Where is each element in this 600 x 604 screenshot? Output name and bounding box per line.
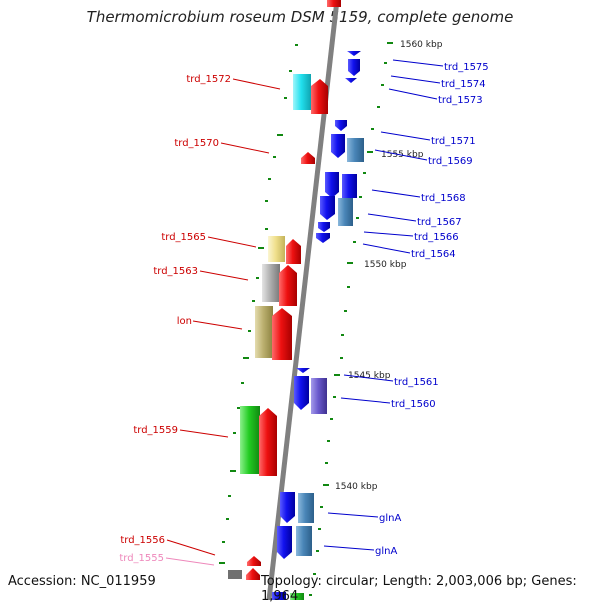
gene-label-trd-1572: trd_1572 [186,74,231,85]
gene-label-trd-1563: trd_1563 [153,266,198,277]
gene-label-glna-2: glnA [375,546,397,557]
gene-label-lon: lon [177,316,192,327]
scale-label-1550: 1550 kbp [364,260,407,270]
right-leader-lines [323,59,444,551]
diagram-title: Thermomicrobium roseum DSM 5159, complet… [86,8,514,26]
scale-label-1540: 1540 kbp [335,482,378,492]
gene-label-trd-1568: trd_1568 [421,193,466,204]
left-scale-ticks [219,44,298,564]
gene-label-trd-1560: trd_1560 [391,399,436,410]
gene-label-trd-1559: trd_1559 [133,425,178,436]
accession-label: Accession: NC_011959 [8,574,156,589]
gene-label-trd-1565: trd_1565 [161,232,206,243]
plus-strand-genes [272,51,364,600]
faded-leader-line [165,557,215,566]
minus-strand-genes [228,0,341,580]
gene-label-trd-1573: trd_1573 [438,95,483,106]
right-scale-ticks [309,42,393,596]
gene-label-trd-1569: trd_1569 [428,156,473,167]
gene-label-trd-1556: trd_1556 [120,535,165,546]
gene-label-trd-1570: trd_1570 [174,138,219,149]
gene-label-trd-1566: trd_1566 [414,232,459,243]
gene-label-glna-1: glnA [379,513,401,524]
scale-label-1545: 1545 kbp [348,371,391,381]
gene-label-trd-1561: trd_1561 [394,377,439,388]
gene-label-trd-1567: trd_1567 [417,217,462,228]
gene-label-trd-1574: trd_1574 [441,79,486,90]
gene-label-trd-1555: trd_1555 [119,553,164,564]
gene-label-trd-1571: trd_1571 [431,136,476,147]
scale-label-1560: 1560 kbp [400,40,443,50]
gene-label-trd-1575: trd_1575 [444,62,489,73]
gene-label-trd-1564: trd_1564 [411,249,456,260]
left-leader-lines [166,78,281,556]
